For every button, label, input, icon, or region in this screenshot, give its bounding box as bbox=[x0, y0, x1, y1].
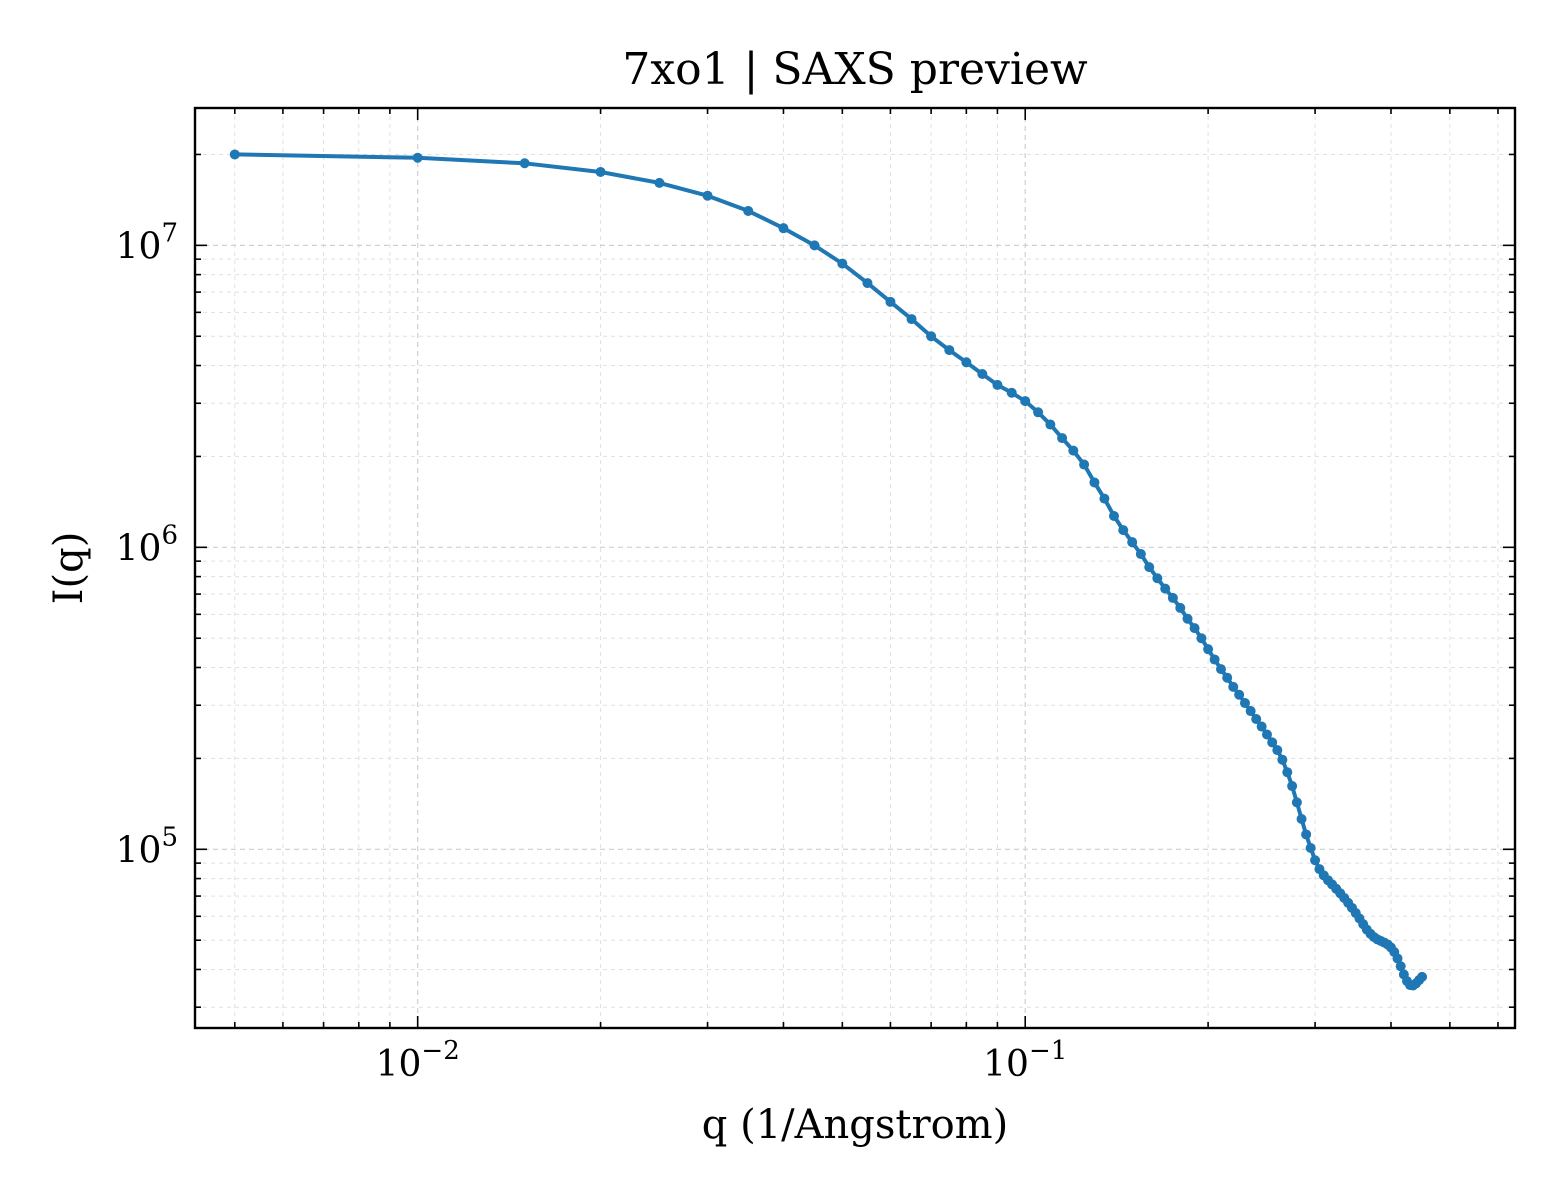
data-point bbox=[1395, 961, 1406, 972]
data-point bbox=[1175, 602, 1186, 613]
data-point bbox=[1261, 729, 1272, 740]
data-point bbox=[1020, 396, 1031, 407]
data-point bbox=[595, 166, 606, 177]
data-point bbox=[1305, 842, 1316, 853]
data-point bbox=[1245, 706, 1256, 717]
data-point bbox=[1127, 537, 1138, 548]
data-point bbox=[1234, 689, 1245, 700]
data-point bbox=[1301, 829, 1312, 840]
data-point bbox=[1167, 592, 1178, 603]
tick-labels: 10−2 10−1 105 106 107 bbox=[116, 218, 1068, 1085]
data-series bbox=[229, 149, 1428, 991]
data-point bbox=[1215, 664, 1226, 675]
data-point bbox=[1272, 745, 1283, 756]
data-point bbox=[977, 368, 988, 379]
data-point bbox=[1256, 721, 1267, 732]
data-point bbox=[1057, 433, 1068, 444]
data-point bbox=[1045, 419, 1056, 430]
data-point bbox=[1068, 445, 1079, 456]
data-point bbox=[1152, 573, 1163, 584]
data-point bbox=[837, 258, 848, 269]
data-point bbox=[1239, 698, 1250, 709]
data-point bbox=[1006, 387, 1017, 398]
data-point bbox=[743, 205, 754, 216]
data-point bbox=[778, 223, 789, 234]
data-point bbox=[1282, 767, 1293, 778]
data-point bbox=[1196, 633, 1207, 644]
chart-title: 7xo1 | SAXS preview bbox=[622, 44, 1088, 95]
data-point bbox=[654, 177, 665, 188]
data-point bbox=[1277, 754, 1288, 765]
data-point bbox=[519, 158, 530, 169]
series-line bbox=[232, 152, 1425, 988]
plot-frame bbox=[193, 106, 1517, 1030]
data-point bbox=[1203, 644, 1214, 655]
data-point bbox=[1392, 953, 1403, 964]
data-point bbox=[1182, 613, 1193, 624]
data-point bbox=[1228, 681, 1239, 692]
data-point bbox=[1291, 797, 1302, 808]
data-point bbox=[906, 314, 917, 325]
axis-ticks bbox=[195, 108, 1515, 1028]
data-point bbox=[1135, 549, 1146, 560]
x-tick-label: 10−1 bbox=[983, 1036, 1067, 1085]
data-point bbox=[412, 152, 423, 163]
data-point bbox=[961, 357, 972, 368]
data-point bbox=[229, 149, 240, 160]
data-point bbox=[992, 379, 1003, 390]
y-axis-label: I(q) bbox=[46, 532, 92, 605]
x-tick-label: 10−2 bbox=[376, 1036, 460, 1085]
data-point bbox=[885, 296, 896, 307]
data-point bbox=[1417, 971, 1428, 982]
data-point bbox=[1118, 525, 1129, 536]
data-point bbox=[1296, 813, 1307, 824]
data-point bbox=[1222, 672, 1233, 683]
data-point bbox=[1310, 855, 1321, 866]
data-point bbox=[809, 240, 820, 251]
data-point bbox=[1099, 493, 1110, 504]
data-point bbox=[1033, 407, 1044, 418]
data-point bbox=[1079, 459, 1090, 470]
data-point bbox=[1251, 714, 1262, 725]
data-point bbox=[1089, 477, 1100, 488]
y-tick-label: 105 bbox=[116, 822, 178, 871]
grid bbox=[195, 108, 1515, 1028]
data-point bbox=[1108, 510, 1119, 521]
x-axis-label: q (1/Angstrom) bbox=[702, 1102, 1008, 1148]
data-point bbox=[944, 345, 955, 356]
data-point bbox=[702, 190, 713, 201]
y-tick-label: 107 bbox=[116, 218, 178, 267]
data-point bbox=[1209, 654, 1220, 665]
data-point bbox=[926, 331, 937, 342]
data-point bbox=[1267, 737, 1278, 748]
data-point bbox=[1189, 623, 1200, 634]
y-tick-label: 106 bbox=[116, 520, 178, 569]
data-point bbox=[1287, 781, 1298, 792]
data-point bbox=[1160, 583, 1171, 594]
data-point bbox=[1144, 562, 1155, 573]
data-point bbox=[862, 278, 873, 289]
